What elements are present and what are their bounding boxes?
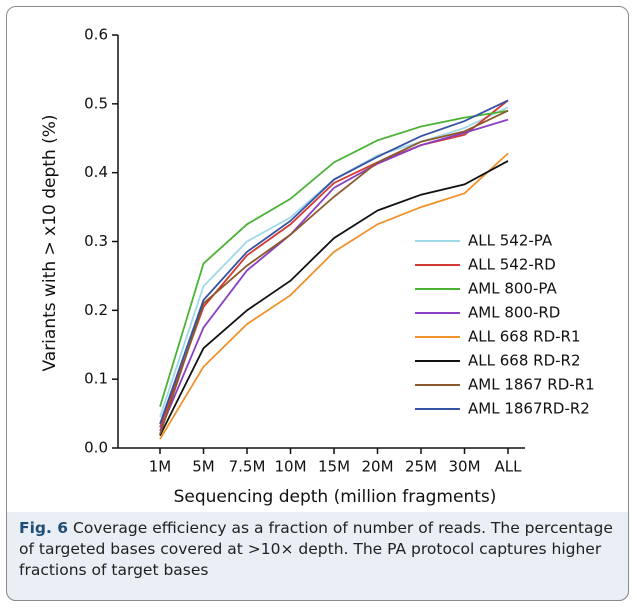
legend-label: ALL 542-PA [468, 232, 553, 250]
x-tick-label: 5M [192, 458, 215, 476]
x-tick-label: 30M [448, 458, 480, 476]
x-tick-label: 10M [274, 458, 306, 476]
caption-label: Fig. 6 [19, 519, 69, 537]
series-line [159, 160, 509, 437]
y-tick-label: 0.6 [84, 26, 108, 44]
legend-label: AML 800-PA [468, 280, 557, 298]
series-line [159, 152, 509, 440]
series-line [159, 99, 509, 425]
y-tick-label: 0.0 [84, 439, 108, 457]
series-line [159, 99, 509, 428]
x-tick-label: 25M [405, 458, 437, 476]
x-tick-label: 15M [318, 458, 350, 476]
y-axis-title: Variants with > x10 depth (%) [40, 114, 60, 371]
y-tick-label: 0.1 [84, 370, 108, 388]
legend-label: ALL 542-RD [468, 256, 556, 274]
caption-text: Coverage efficiency as a fraction of num… [19, 519, 613, 579]
legend-label: AML 800-RD [468, 304, 560, 322]
y-tick-label: 0.2 [84, 301, 108, 319]
series-line [159, 109, 509, 407]
legend-label: ALL 668 RD-R1 [468, 328, 581, 346]
x-tick-label: 1M [149, 458, 172, 476]
x-tick-label: 7.5M [229, 458, 266, 476]
legend-label: ALL 668 RD-R2 [468, 352, 581, 370]
series-line [159, 106, 509, 418]
x-tick-label: 20M [361, 458, 393, 476]
x-tick-label: ALL [495, 458, 523, 476]
caption: Fig. 6 Coverage efficiency as a fraction… [6, 512, 629, 601]
y-tick-label: 0.5 [84, 94, 108, 112]
x-axis-title: Sequencing depth (million fragments) [174, 487, 497, 507]
series-line [159, 118, 509, 432]
y-tick-label: 0.3 [84, 232, 108, 250]
series-line [159, 109, 509, 435]
y-tick-label: 0.4 [84, 163, 108, 181]
legend-label: AML 1867 RD-R1 [468, 376, 595, 394]
legend-label: AML 1867RD-R2 [468, 400, 590, 418]
